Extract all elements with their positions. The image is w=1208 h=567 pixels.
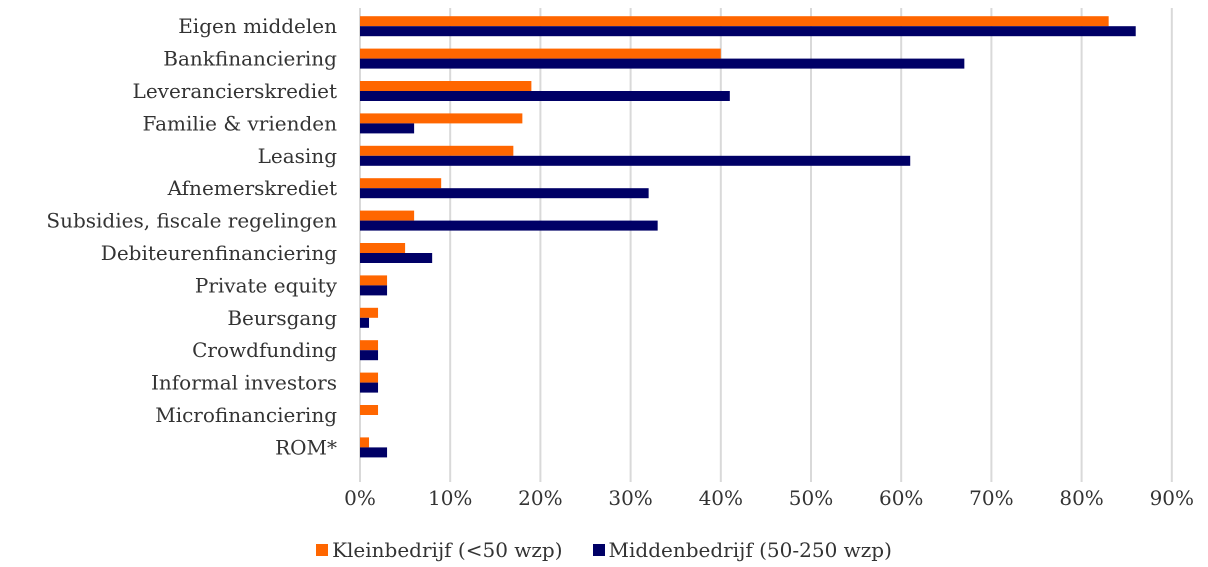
x-tick-label: 70% [969, 486, 1013, 510]
category-label: Microfinanciering [155, 403, 337, 427]
legend-swatch [316, 544, 329, 556]
category-label: Familie & vrienden [143, 111, 338, 135]
bar-kleinbedrijf [360, 81, 532, 91]
category-label: Informal investors [151, 371, 337, 395]
x-tick-label: 60% [879, 486, 923, 510]
bar-middenbedrijf [360, 447, 388, 458]
bar-middenbedrijf [360, 155, 911, 166]
bar-kleinbedrijf [360, 16, 1109, 27]
category-label: Eigen middelen [178, 14, 337, 38]
bar-kleinbedrijf [360, 145, 514, 156]
category-label: Bankfinanciering [163, 47, 337, 71]
x-tick-label: 80% [1059, 486, 1103, 510]
bar-middenbedrijf [360, 26, 1136, 37]
bar-kleinbedrijf [360, 437, 370, 448]
bar-kleinbedrijf [360, 340, 379, 351]
bar-middenbedrijf [360, 317, 370, 328]
legend-label: Kleinbedrijf (<50 wzp) [332, 538, 563, 562]
x-tick-label: 10% [428, 486, 472, 510]
category-label: Beursgang [227, 306, 337, 330]
category-label: Debiteurenfinanciering [101, 241, 337, 265]
bar-middenbedrijf [360, 58, 965, 69]
bar-kleinbedrijf [360, 275, 388, 286]
x-tick-label: 50% [789, 486, 833, 510]
bar-middenbedrijf [360, 285, 388, 296]
category-label: Leasing [258, 144, 338, 168]
category-label: Afnemerskrediet [167, 176, 337, 200]
legend-label: Middenbedrijf (50-250 wzp) [608, 538, 892, 562]
x-tick-label: 30% [608, 486, 652, 510]
bar-kleinbedrijf [360, 113, 523, 124]
bar-kleinbedrijf [360, 405, 379, 415]
category-label: Leverancierskrediet [133, 79, 337, 103]
bar-kleinbedrijf [360, 243, 406, 253]
bar-middenbedrijf [360, 350, 379, 361]
legend-swatch [592, 544, 605, 556]
bar-middenbedrijf [360, 382, 379, 393]
bar-kleinbedrijf [360, 48, 721, 59]
bar-kleinbedrijf [360, 372, 379, 383]
bar-middenbedrijf [360, 123, 415, 134]
bar-kleinbedrijf [360, 210, 415, 221]
bar-middenbedrijf [360, 91, 730, 101]
bar-chart: 0% 10% 20% 30% 40% 50% 60% 70% 80% 90% Eigen midde… [46, 8, 1194, 510]
bar-kleinbedrijf [360, 307, 379, 318]
bar-middenbedrijf [360, 220, 658, 231]
category-label: Crowdfunding [192, 338, 337, 362]
category-label: Subsidies, fiscale regelingen [46, 209, 337, 233]
category-label: Private equity [195, 273, 338, 297]
x-tick-label: 90% [1150, 486, 1194, 510]
x-tick-label: 20% [518, 486, 562, 510]
legend-item-kleinbedrijf: Kleinbedrijf (<50 wzp) [316, 538, 563, 562]
bar-kleinbedrijf [360, 178, 442, 189]
category-label: ROM* [275, 435, 337, 459]
legend: Kleinbedrijf (<50 wzp) Middenbedrijf (50… [0, 538, 1208, 562]
x-tick-label: 0% [344, 486, 376, 510]
legend-item-middenbedrijf: Middenbedrijf (50-250 wzp) [592, 538, 892, 562]
bar-middenbedrijf [360, 253, 433, 263]
bar-middenbedrijf [360, 188, 649, 199]
x-tick-label: 40% [699, 486, 743, 510]
